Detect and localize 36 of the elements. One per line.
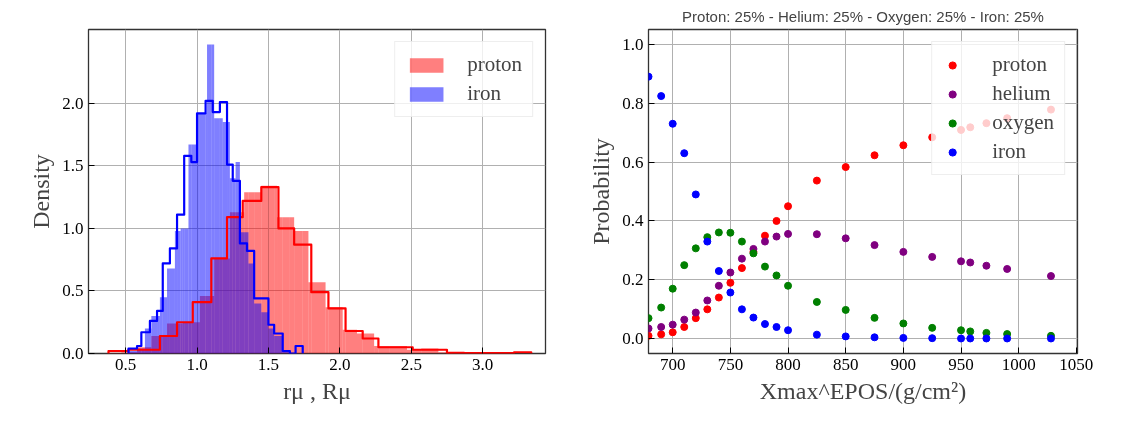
x-tick-label: 1.0 <box>186 354 208 374</box>
x-tick-label: 3.0 <box>472 354 494 374</box>
x-tick-label: 850 <box>832 354 859 374</box>
x-tick-label: 1.5 <box>257 354 280 374</box>
y-tick-label: 2.0 <box>62 93 84 113</box>
legend-label: oxygen <box>992 110 1054 135</box>
legend-label: proton <box>992 52 1047 77</box>
x-tick-label: 900 <box>890 354 917 374</box>
x-axis-title: Xmax^EPOS/(g/cm²) <box>759 377 967 404</box>
y-axis-title: Probability <box>588 138 615 245</box>
x-tick-label: 750 <box>717 354 744 374</box>
y-tick-label: 0.8 <box>622 93 644 113</box>
legend-label: helium <box>992 81 1051 106</box>
y-tick-label: 0.0 <box>622 329 644 349</box>
x-tick-label: 2.0 <box>329 354 351 374</box>
x-tick-label: 700 <box>659 354 686 374</box>
x-tick-label: 1000 <box>1001 354 1036 374</box>
y-axis-title: Density <box>28 154 55 229</box>
y-tick-label: 0.5 <box>62 281 84 301</box>
x-tick-label: 1050 <box>1059 354 1094 374</box>
y-tick-label: 0.4 <box>622 211 644 231</box>
y-tick-label: 1.0 <box>62 218 84 238</box>
x-tick-label: 800 <box>775 354 801 374</box>
y-tick-label: 1.5 <box>62 156 84 176</box>
y-tick-label: 0.0 <box>62 344 84 363</box>
chart-title: Proton: 25% - Helium: 25% - Oxygen: 25% - Iron: 25% <box>682 7 1044 25</box>
x-tick-label: 0.5 <box>115 354 137 374</box>
y-tick-label: 0.6 <box>622 152 644 172</box>
x-tick-label: 2.5 <box>400 354 422 374</box>
y-tick-label: 1.0 <box>622 34 644 54</box>
legend-label: iron <box>467 81 501 106</box>
y-tick-label: 0.2 <box>622 270 644 290</box>
x-axis-title: rμ , Rμ <box>283 377 351 404</box>
legend-label: iron <box>992 139 1026 164</box>
x-tick-label: 950 <box>948 354 974 374</box>
legend-label: proton <box>467 52 522 77</box>
